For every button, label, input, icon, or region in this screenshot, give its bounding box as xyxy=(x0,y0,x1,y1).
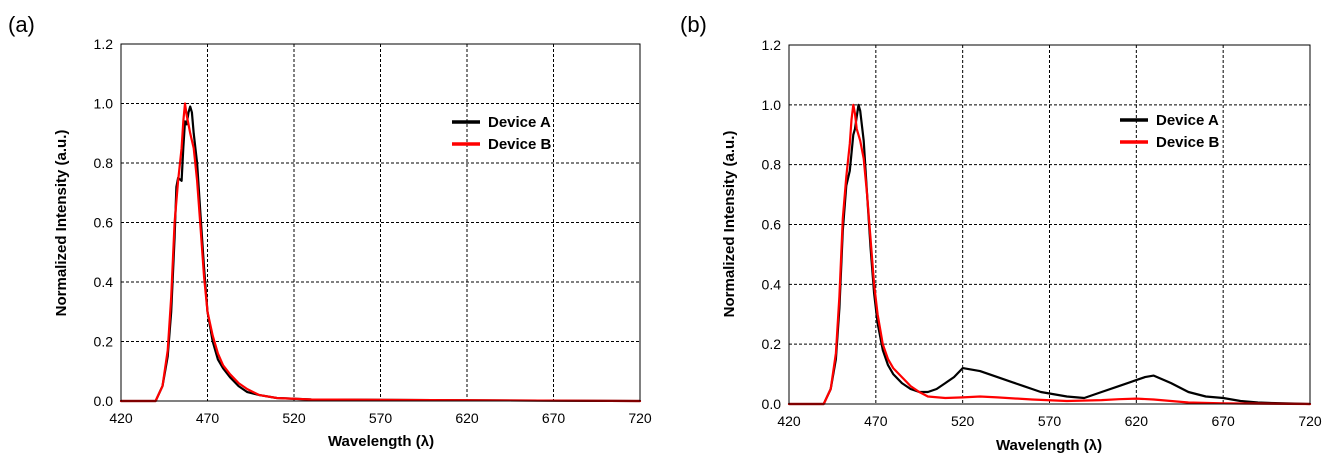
x-tick-label: 620 xyxy=(455,410,479,426)
gridlines xyxy=(789,45,1310,404)
plot-frame xyxy=(788,44,1311,405)
y-axis-title: Normalized Intensity (a.u.) xyxy=(721,131,738,318)
legend: Device A Device B xyxy=(1120,112,1220,151)
x-tick-label: 520 xyxy=(282,410,306,426)
x-tick-label: 670 xyxy=(1211,413,1235,429)
x-tick-label: 670 xyxy=(542,410,566,426)
x-tick-label: 570 xyxy=(1038,413,1062,429)
x-tick-label: 520 xyxy=(951,413,975,429)
y-tick-label: 0.6 xyxy=(94,215,114,231)
panel-label: (b) xyxy=(680,12,707,37)
gridlines xyxy=(121,44,640,401)
y-tick-label: 0.8 xyxy=(94,155,114,171)
y-tick-label: 0.8 xyxy=(762,157,782,173)
y-tick-label: 1.2 xyxy=(94,36,114,52)
plot-frame xyxy=(120,43,641,402)
legend: Device A Device B xyxy=(452,114,552,153)
y-tick-label: 0.2 xyxy=(762,336,782,352)
x-tick-label: 720 xyxy=(628,410,652,426)
y-tick-label: 0.6 xyxy=(762,217,782,233)
x-tick-label: 420 xyxy=(777,413,801,429)
series-lines xyxy=(119,102,642,403)
legend-label: Device A xyxy=(1156,112,1219,129)
y-tick-label: 0.0 xyxy=(94,393,114,409)
y-tick-labels: 0.0 0.2 0.4 0.6 0.8 1.0 1.2 xyxy=(94,36,114,409)
x-tick-label: 420 xyxy=(109,410,133,426)
y-tick-label: 1.2 xyxy=(762,37,782,53)
legend-label: Device B xyxy=(1156,134,1220,151)
series-line-device-b xyxy=(787,103,1312,406)
chart-panel-a: (a) Wavelength (λ) Normalized Intensity … xyxy=(8,12,652,450)
series-lines xyxy=(787,103,1312,406)
y-tick-label: 1.0 xyxy=(762,97,782,113)
x-tick-labels: 420 470 520 570 620 670 720 xyxy=(777,413,1322,429)
series-line-device-a xyxy=(787,103,1312,406)
x-tick-label: 470 xyxy=(864,413,888,429)
y-tick-label: 1.0 xyxy=(94,96,114,112)
x-tick-labels: 420 470 520 570 620 670 720 xyxy=(109,410,652,426)
y-tick-label: 0.0 xyxy=(762,396,782,412)
y-tick-label: 0.4 xyxy=(762,276,782,292)
x-tick-label: 570 xyxy=(369,410,393,426)
legend-label: Device A xyxy=(488,114,551,131)
y-tick-label: 0.4 xyxy=(94,274,114,290)
x-axis-title: Wavelength (λ) xyxy=(328,433,434,450)
panel-label: (a) xyxy=(8,12,35,37)
chart-panel-b: (b) Wavelength (λ) Normalized Intensity … xyxy=(680,12,1322,454)
y-tick-labels: 0.0 0.2 0.4 0.6 0.8 1.0 1.2 xyxy=(762,37,782,412)
x-axis-title: Wavelength (λ) xyxy=(996,437,1102,454)
series-line-device-b xyxy=(119,102,642,403)
y-tick-label: 0.2 xyxy=(94,334,114,350)
y-axis-title: Normalized Intensity (a.u.) xyxy=(53,130,70,317)
legend-label: Device B xyxy=(488,136,552,153)
x-tick-label: 470 xyxy=(196,410,220,426)
x-tick-label: 620 xyxy=(1125,413,1149,429)
x-tick-label: 720 xyxy=(1298,413,1322,429)
